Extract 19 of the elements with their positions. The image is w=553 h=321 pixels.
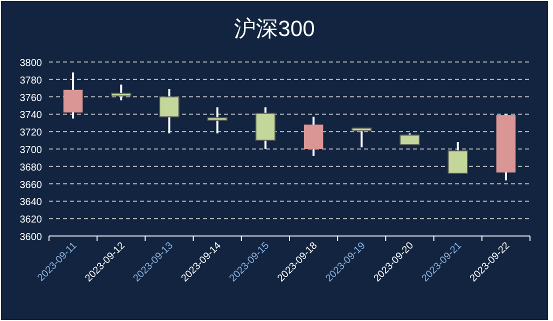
y-tick-label: 3660 [20,180,42,191]
candlestick [111,84,132,102]
y-tick-label: 3780 [20,75,42,86]
candlestick [448,141,468,174]
y-tick-label: 3800 [20,58,42,69]
y-tick-label: 3640 [20,197,42,208]
y-tick-label: 3600 [20,232,42,243]
y-tick-label: 3680 [20,162,42,174]
y-tick-label: 3720 [20,128,42,139]
y-tick-label: 3760 [20,92,42,104]
y-tick-label: 3740 [20,110,42,122]
candlestick [207,106,228,134]
chart-title: 沪深300 [234,16,315,41]
y-tick-label: 3700 [20,145,42,156]
y-tick-label: 3620 [20,214,42,226]
candlestick [159,88,180,134]
candlestick [400,132,420,146]
candlestick [352,127,372,148]
candlestick [63,71,83,120]
